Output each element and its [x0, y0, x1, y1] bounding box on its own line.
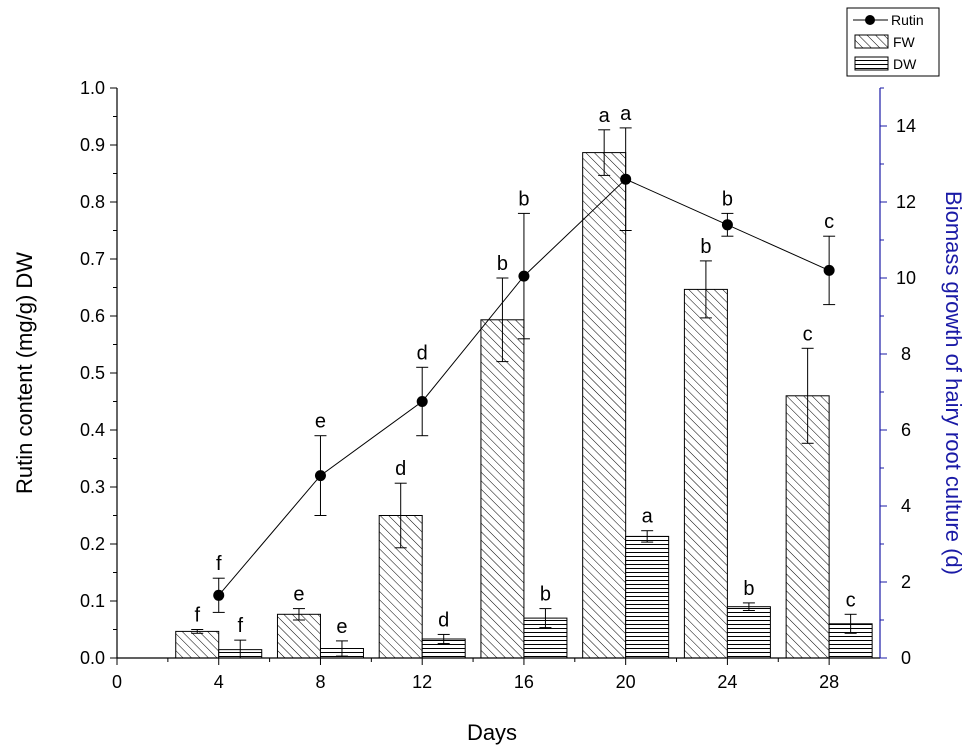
y-right-tick-label: 8: [901, 344, 911, 364]
rutin-significance-letter: a: [620, 103, 632, 125]
legend-fw-swatch: [854, 34, 889, 49]
dw-bar: [625, 535, 670, 659]
fw-bar: [480, 319, 525, 659]
bars-layer: [175, 129, 873, 659]
fw-bar: [276, 613, 321, 659]
y-left-tick-label: 1.0: [80, 78, 105, 98]
y-left-tick-label: 0.5: [80, 363, 105, 383]
y-right-tick-label: 14: [896, 116, 916, 136]
x-tick-label: 16: [514, 672, 534, 692]
x-tick-label: 8: [315, 672, 325, 692]
y-right-axis-label: Biomass growth of hairy root culture (d): [941, 191, 966, 575]
x-tick-label: 12: [412, 672, 432, 692]
fw-significance-letter: d: [395, 458, 406, 480]
fw-significance-letter: e: [293, 584, 304, 606]
y-right-tick-label: 12: [896, 192, 916, 212]
y-left-ticks: 0.0 0.1 0.2 0.3 0.4 0.5 0.6 0.7 0.8 0.9 1.0: [80, 78, 117, 668]
x-tick-label: 28: [819, 672, 839, 692]
legend-dw-swatch: [854, 56, 889, 71]
y-left-tick-label: 0.2: [80, 534, 105, 554]
fw-error-bar: [598, 129, 611, 176]
fw-significance-letter: f: [194, 605, 200, 627]
dw-error-bar: [742, 602, 755, 611]
x-tick-label: 0: [112, 672, 122, 692]
rutin-point: [314, 470, 326, 482]
fw-error-bar: [801, 347, 814, 444]
fw-significance-letter: b: [497, 253, 508, 275]
rutin-point: [518, 270, 530, 282]
dw-bar: [726, 606, 771, 659]
y-right-tick-label: 10: [896, 268, 916, 288]
x-axis-label: Days: [467, 720, 517, 745]
fw-error-bar: [292, 608, 305, 621]
dw-significance-letter: a: [642, 506, 654, 528]
dw-error-bar: [539, 608, 552, 629]
dw-significance-letter: c: [846, 589, 856, 611]
fw-bar: [582, 152, 627, 659]
fw-error-bar: [699, 260, 712, 319]
dw-error-bar: [437, 633, 450, 645]
rutin-significance-letter: b: [722, 188, 733, 210]
fw-significance-letter: b: [700, 236, 711, 258]
fw-bar: [683, 288, 728, 659]
rutin-significance-letter: b: [518, 188, 529, 210]
y-left-tick-label: 0.1: [80, 591, 105, 611]
y-left-tick-label: 0.9: [80, 135, 105, 155]
fw-bar: [175, 630, 220, 659]
rutin-significance-letter: e: [315, 411, 326, 433]
y-right-ticks: 0 2 4 6 8 10 12 14: [880, 87, 916, 668]
y-left-tick-label: 0.4: [80, 420, 105, 440]
dw-significance-letter: b: [743, 578, 754, 600]
y-left-tick-label: 0.6: [80, 306, 105, 326]
rutin-point: [416, 396, 428, 407]
rutin-point: [721, 219, 733, 231]
fw-error-bar: [191, 629, 204, 634]
legend-rutin-label: Rutin: [891, 12, 924, 28]
rutin-point: [823, 264, 835, 276]
y-left-tick-label: 0.8: [80, 192, 105, 212]
dw-error-bar: [844, 613, 857, 634]
rutin-significance-letter: c: [824, 211, 834, 233]
rutin-significance-letter: f: [216, 553, 222, 575]
dw-significance-letter: b: [540, 584, 551, 606]
rutin-significance-letter: d: [417, 342, 428, 364]
dw-significance-letter: f: [237, 615, 243, 637]
y-right-tick-label: 2: [901, 572, 911, 592]
y-left-tick-label: 0.7: [80, 249, 105, 269]
rutin-line-layer: [212, 127, 836, 613]
fw-significance-letter: a: [599, 105, 611, 127]
legend-rutin-marker: [865, 15, 875, 25]
significance-letters-layer: f e d b a b c f e d b a b c f e d b a b c: [194, 103, 855, 638]
legend: Rutin FW DW: [846, 7, 940, 77]
legend-fw-label: FW: [893, 34, 916, 50]
dw-error-bar: [335, 640, 348, 657]
x-tick-label: 4: [214, 672, 224, 692]
dw-significance-letter: e: [336, 616, 347, 638]
rutin-point: [213, 589, 225, 601]
dw-significance-letter: d: [438, 609, 449, 631]
dw-error-bar: [641, 530, 654, 543]
y-left-tick-label: 0.0: [80, 648, 105, 668]
x-ticks: 0 4 8 12 16 20 24 28: [112, 658, 839, 692]
x-tick-label: 20: [616, 672, 636, 692]
y-left-tick-label: 0.3: [80, 477, 105, 497]
legend-dw-label: DW: [893, 56, 917, 72]
fw-significance-letter: c: [803, 323, 813, 345]
rutin-point: [620, 173, 632, 185]
fw-error-bar: [394, 482, 407, 549]
fw-error-bar: [496, 277, 509, 363]
y-right-tick-label: 6: [901, 420, 911, 440]
x-tick-label: 24: [717, 672, 737, 692]
y-right-tick-label: 0: [901, 648, 911, 668]
y-right-tick-label: 4: [901, 496, 911, 516]
y-left-axis-label: Rutin content (mg/g) DW: [12, 252, 37, 494]
